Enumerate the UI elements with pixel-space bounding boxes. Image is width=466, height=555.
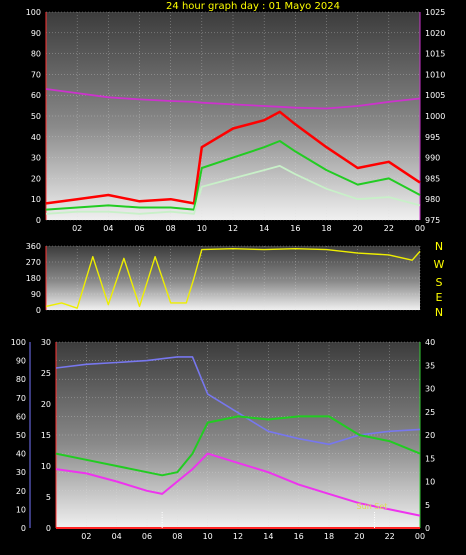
x-tick-label: 22 [385, 532, 395, 541]
x-tick-label: 04 [112, 532, 122, 541]
sun-set-label: Sun Set [357, 502, 388, 511]
y-tick-label: 25 [425, 408, 435, 417]
y-tick-label: 0 [36, 306, 41, 315]
y-tick-label: 30 [41, 338, 51, 347]
y-tick-label: 0 [36, 216, 41, 225]
x-tick-label: 00 [415, 532, 425, 541]
y-tick-label: 1020 [425, 29, 445, 38]
y-tick-label: 1000 [425, 112, 445, 121]
x-tick-label: 12 [228, 224, 238, 233]
y-tick-label: 20 [31, 174, 41, 183]
x-tick-label: 16 [294, 532, 304, 541]
y-tick-label: 80 [16, 375, 26, 384]
y-tick-label: 70 [31, 70, 41, 79]
y-tick-label: 995 [425, 133, 440, 142]
y-tick-label: 10 [31, 195, 41, 204]
compass-s: S [436, 276, 443, 289]
y-tick-label: 985 [425, 174, 440, 183]
y-tick-label: 10 [425, 478, 435, 487]
x-tick-label: 02 [72, 224, 82, 233]
y-tick-label: 60 [31, 91, 41, 100]
y-tick-label: 90 [16, 357, 26, 366]
x-tick-label: 12 [233, 532, 243, 541]
compass-n-top: N [435, 240, 443, 253]
y-tick-label: 180 [26, 274, 41, 283]
x-tick-label: 20 [353, 224, 363, 233]
y-tick-label: 10 [41, 462, 51, 471]
plot-series [45, 88, 421, 529]
y-tick-label: 70 [16, 394, 26, 403]
chart-title: 24 hour graph day : 01 Mayo 2024 [166, 1, 340, 12]
y-tick-label: 40 [425, 338, 435, 347]
y-tick-label: 40 [31, 133, 41, 142]
y-tick-label: 1015 [425, 50, 445, 59]
series-wind-direction [45, 247, 421, 309]
x-tick-label: 10 [197, 224, 207, 233]
series-dewpoint [55, 452, 421, 517]
y-tick-label: 0 [46, 524, 51, 533]
y-tick-label: 25 [41, 369, 51, 378]
series-wind-speed [45, 164, 421, 215]
x-tick-label: 18 [324, 532, 334, 541]
y-tick-label: 975 [425, 216, 440, 225]
x-tick-label: 22 [384, 224, 394, 233]
series-wind-gust [45, 110, 421, 205]
y-tick-label: 20 [41, 400, 51, 409]
series-temperature [55, 415, 421, 477]
x-tick-label: 20 [354, 532, 364, 541]
y-tick-label: 980 [425, 195, 440, 204]
y-tick-label: 20 [16, 487, 26, 496]
x-tick-label: 02 [81, 532, 91, 541]
x-tick-label: 08 [166, 224, 176, 233]
y-tick-label: 90 [31, 29, 41, 38]
y-tick-label: 30 [31, 154, 41, 163]
y-tick-label: 990 [425, 154, 440, 163]
x-tick-label: 16 [290, 224, 300, 233]
x-tick-label: 14 [259, 224, 269, 233]
y-tick-label: 50 [16, 431, 26, 440]
y-tick-label: 0 [425, 524, 430, 533]
x-tick-label: 08 [172, 532, 182, 541]
x-tick-label: 06 [134, 224, 144, 233]
compass-n-bottom: N [435, 306, 443, 319]
y-tick-label: 15 [41, 431, 51, 440]
x-tick-label: 14 [263, 532, 273, 541]
x-tick-label: 18 [321, 224, 331, 233]
y-tick-label: 360 [26, 242, 41, 251]
y-tick-label: 40 [16, 450, 26, 459]
y-tick-label: 100 [26, 8, 41, 17]
y-tick-label: 80 [31, 50, 41, 59]
y-tick-label: 1025 [425, 8, 445, 17]
y-tick-label: 30 [16, 468, 26, 477]
y-tick-label: 20 [425, 431, 435, 440]
y-tick-label: 1010 [425, 70, 445, 79]
y-tick-label: 30 [425, 385, 435, 394]
y-tick-label: 50 [31, 112, 41, 121]
y-tick-label: 100 [11, 338, 26, 347]
y-tick-label: 5 [425, 501, 430, 510]
series-pressure [45, 88, 421, 110]
y-tick-label: 60 [16, 412, 26, 421]
compass-e: E [436, 291, 443, 304]
y-tick-label: 0 [21, 524, 26, 533]
y-tick-label: 1005 [425, 91, 445, 100]
x-tick-label: 06 [142, 532, 152, 541]
series-humidity [55, 356, 421, 446]
compass-w: W [434, 258, 445, 271]
y-tick-label: 5 [46, 493, 51, 502]
y-tick-label: 270 [26, 258, 41, 267]
y-tick-label: 35 [425, 361, 435, 370]
x-tick-label: 00 [415, 224, 425, 233]
compass-labels: N W S E N [434, 240, 445, 319]
y-tick-label: 15 [425, 454, 435, 463]
x-tick-label: 04 [103, 224, 113, 233]
x-tick-label: 10 [203, 532, 213, 541]
y-tick-label: 90 [31, 290, 41, 299]
series-wind-average [45, 140, 421, 211]
y-tick-label: 10 [16, 505, 26, 514]
